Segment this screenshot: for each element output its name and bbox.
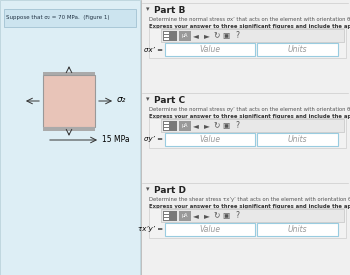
Text: Value: Value: [199, 45, 220, 54]
Text: Express your answer to three significant figures and include the appropriate uni: Express your answer to three significant…: [149, 114, 350, 119]
Text: 15 MPa: 15 MPa: [102, 136, 130, 144]
Bar: [4, 9, 136, 27]
Text: Part D: Part D: [154, 186, 186, 195]
Text: ►: ►: [204, 121, 210, 130]
Bar: [43, 72, 95, 75]
Text: ?: ?: [235, 31, 239, 40]
Text: ◄: ◄: [193, 211, 199, 220]
Bar: [164, 32, 169, 34]
Bar: [164, 125, 169, 126]
Bar: [164, 218, 169, 219]
Bar: [164, 122, 169, 123]
Text: ◄: ◄: [193, 121, 199, 130]
Bar: [163, 210, 177, 221]
Text: Determine the normal stress σy’ that acts on the element with orientation θ = -1: Determine the normal stress σy’ that act…: [149, 107, 350, 112]
Text: ?: ?: [235, 121, 239, 130]
Text: ►: ►: [204, 211, 210, 220]
Text: τx’y’ =: τx’y’ =: [138, 227, 163, 232]
Bar: [164, 128, 169, 130]
Bar: [163, 120, 177, 131]
Text: Part B: Part B: [154, 6, 186, 15]
Bar: [179, 120, 191, 131]
Bar: [179, 210, 191, 221]
Text: σx’ =: σx’ =: [144, 46, 163, 53]
Bar: [257, 43, 338, 56]
Text: ?: ?: [235, 211, 239, 220]
Bar: [161, 209, 344, 222]
Bar: [149, 28, 346, 58]
Text: Part C: Part C: [154, 96, 185, 105]
Text: μA: μA: [182, 123, 188, 128]
Bar: [164, 35, 169, 37]
Text: ▾: ▾: [146, 6, 149, 12]
Text: μA: μA: [182, 33, 188, 38]
Bar: [149, 118, 346, 148]
Bar: [257, 223, 338, 236]
Bar: [165, 133, 255, 146]
Text: σy’ =: σy’ =: [144, 136, 163, 142]
Text: ▣: ▣: [222, 121, 230, 130]
Text: ▾: ▾: [146, 186, 149, 192]
Text: σ₂: σ₂: [117, 95, 126, 104]
Bar: [163, 31, 177, 40]
Text: Determine the normal stress σx’ that acts on the element with orientation θ = -1: Determine the normal stress σx’ that act…: [149, 17, 350, 22]
Bar: [0, 0, 140, 275]
Text: Express your answer to three significant figures and include the appropriate uni: Express your answer to three significant…: [149, 24, 350, 29]
Text: ▣: ▣: [222, 31, 230, 40]
Text: ↻: ↻: [214, 121, 220, 130]
Text: ↻: ↻: [214, 211, 220, 220]
Bar: [43, 127, 95, 131]
Text: ►: ►: [204, 31, 210, 40]
Text: μA: μA: [182, 213, 188, 218]
Bar: [257, 133, 338, 146]
Bar: [164, 215, 169, 216]
Text: Value: Value: [199, 225, 220, 234]
Bar: [164, 38, 169, 40]
Bar: [179, 31, 191, 40]
Text: ↻: ↻: [214, 31, 220, 40]
Bar: [164, 212, 169, 213]
Bar: [43, 75, 95, 127]
Text: Units: Units: [288, 45, 307, 54]
Bar: [165, 223, 255, 236]
Text: Suppose that σ₂ = 70 MPa.  (Figure 1): Suppose that σ₂ = 70 MPa. (Figure 1): [6, 15, 110, 21]
Bar: [141, 0, 350, 275]
Bar: [149, 208, 346, 238]
Text: Determine the shear stress τx’y’ that acts on the element with orientation θ = -: Determine the shear stress τx’y’ that ac…: [149, 197, 350, 202]
Text: Value: Value: [199, 135, 220, 144]
Text: Express your answer to three significant figures and include the appropriate uni: Express your answer to three significant…: [149, 204, 350, 209]
Bar: [165, 43, 255, 56]
Text: ▣: ▣: [222, 211, 230, 220]
Text: ◄: ◄: [193, 31, 199, 40]
Bar: [161, 29, 344, 42]
Text: Units: Units: [288, 135, 307, 144]
Text: Units: Units: [288, 225, 307, 234]
Bar: [161, 119, 344, 132]
Text: ▾: ▾: [146, 96, 149, 102]
